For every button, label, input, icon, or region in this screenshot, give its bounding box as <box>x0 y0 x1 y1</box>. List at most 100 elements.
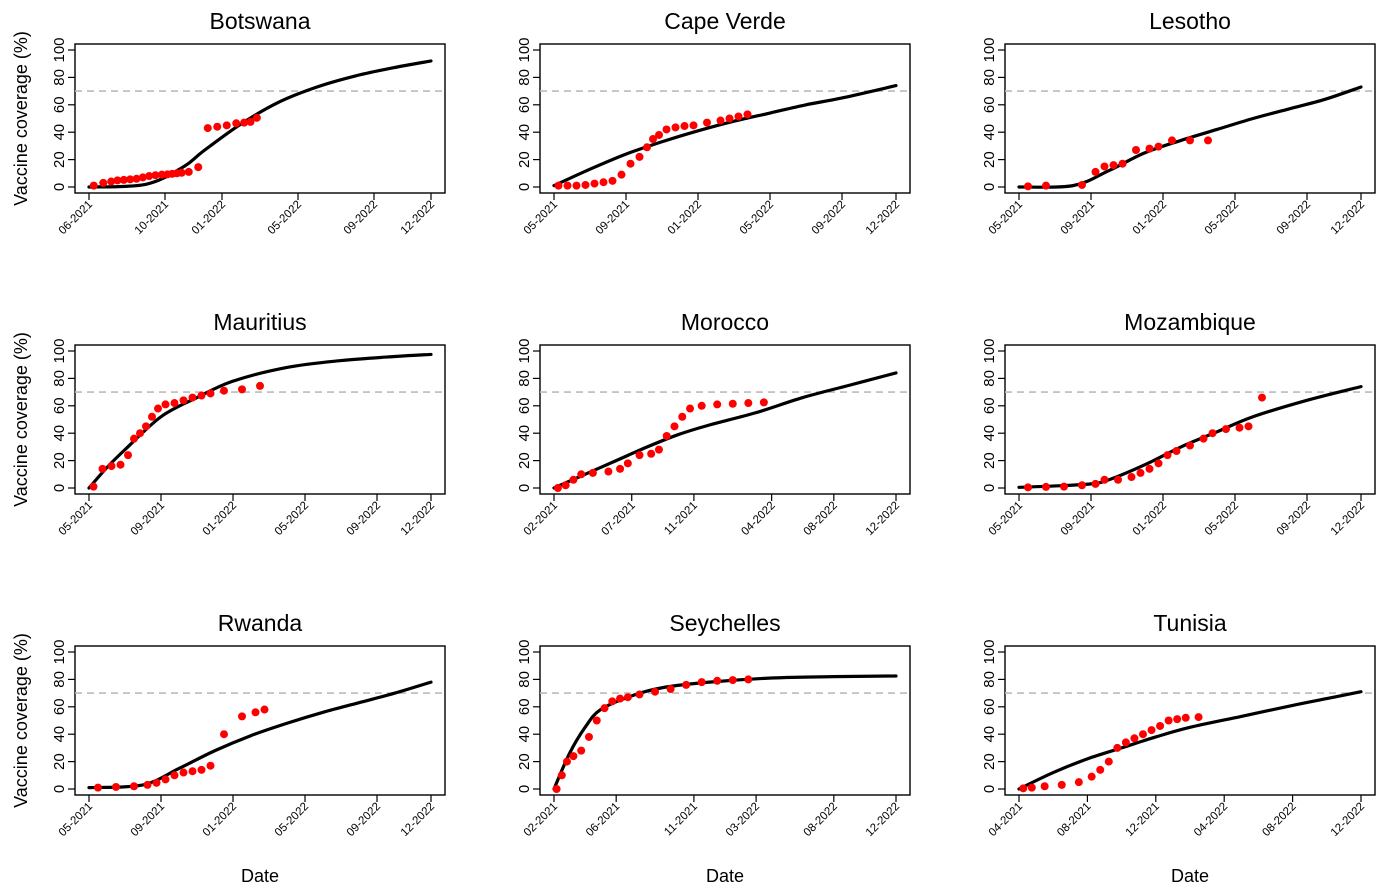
data-point <box>662 431 671 440</box>
fit-curve <box>552 371 898 490</box>
x-tick-label: 09-2022 <box>342 199 380 237</box>
x-tick-label: 09-2022 <box>345 500 383 538</box>
data-point <box>260 705 269 714</box>
y-tick-label: 100 <box>51 37 68 62</box>
x-tick-label: 05-2021 <box>987 500 1025 538</box>
y-tick-label: 20 <box>981 753 998 770</box>
data-point <box>1042 181 1050 190</box>
data-point <box>148 412 156 421</box>
data-point <box>151 171 160 180</box>
y-axis-label: Vaccine coverage (%) <box>11 633 31 808</box>
plot-frame <box>539 645 911 796</box>
data-point <box>1091 479 1100 488</box>
data-point <box>1145 144 1154 153</box>
data-point <box>94 783 102 792</box>
y-tick-label: 60 <box>981 397 998 414</box>
data-point <box>604 467 613 476</box>
data-point <box>572 181 581 190</box>
x-tick-label: 01-2022 <box>1131 199 1169 237</box>
y-tick-label: 100 <box>981 338 998 363</box>
data-point <box>584 732 593 741</box>
y-tick-label: 80 <box>516 370 533 387</box>
data-point <box>649 135 657 144</box>
data-point <box>179 396 188 405</box>
y-tick-label: 100 <box>51 639 68 664</box>
y-tick-label: 80 <box>981 671 998 688</box>
y-tick-label: 80 <box>51 370 68 387</box>
y-tick-label: 60 <box>51 698 68 715</box>
x-tick-label: 12-2022 <box>1329 199 1367 237</box>
y-tick-label: 0 <box>516 183 533 191</box>
data-point <box>647 449 656 458</box>
y-tick-label: 20 <box>516 452 533 469</box>
y-tick-label: 0 <box>51 484 68 492</box>
x-tick-label: 11-2021 <box>662 801 700 839</box>
y-tick-label: 40 <box>516 726 533 743</box>
y-tick-label: 40 <box>981 726 998 743</box>
x-axis-label: Date <box>1171 866 1209 885</box>
data-point <box>89 181 98 190</box>
data-point <box>1024 483 1032 492</box>
data-point <box>203 124 212 133</box>
x-tick-label: 09-2021 <box>129 801 167 839</box>
x-tick-label: 04-2022 <box>1192 801 1230 839</box>
data-point <box>143 780 152 789</box>
data-point <box>703 118 711 127</box>
data-point <box>671 123 680 132</box>
data-point <box>124 451 132 460</box>
chart-title: Seychelles <box>669 610 780 636</box>
data-point <box>130 434 138 443</box>
x-tick-label: 09-2021 <box>129 500 167 538</box>
data-point <box>197 765 206 774</box>
data-point <box>240 118 249 127</box>
x-tick-label: 08-2021 <box>1055 801 1093 839</box>
x-tick-label: 11-2021 <box>662 500 700 538</box>
data-point <box>177 168 186 177</box>
chart-title: Lesotho <box>1149 8 1231 34</box>
x-tick-label: 12-2022 <box>399 801 437 839</box>
data-point <box>1132 146 1140 155</box>
data-point <box>678 412 687 421</box>
x-tick-label: 08-2022 <box>802 500 840 538</box>
data-point <box>161 775 170 784</box>
data-point <box>554 181 563 190</box>
data-point <box>222 121 231 130</box>
data-point <box>654 445 663 454</box>
data-point <box>590 179 599 188</box>
data-point <box>136 429 144 438</box>
data-point <box>651 687 660 696</box>
y-tick-label: 60 <box>516 397 533 414</box>
data-point <box>213 122 222 131</box>
plot-frame <box>1004 645 1376 796</box>
data-point <box>188 767 197 776</box>
data-point <box>238 385 246 394</box>
y-tick-label: 0 <box>981 183 998 191</box>
data-point <box>1208 429 1217 438</box>
y-tick-label: 60 <box>516 698 533 715</box>
data-point <box>744 399 753 408</box>
chart-panel: Mauritius 0 20 40 60 80 100 05-2021 09-2021 01-20… <box>11 309 446 538</box>
data-point <box>725 114 734 123</box>
data-point <box>728 676 737 685</box>
data-point <box>1057 780 1066 789</box>
data-point <box>600 704 609 713</box>
x-tick-label: 02-2021 <box>522 801 560 839</box>
y-tick-label: 80 <box>51 69 68 86</box>
data-point <box>132 174 141 183</box>
y-tick-label: 40 <box>981 124 998 141</box>
x-tick-label: 05-2022 <box>273 801 311 839</box>
y-tick-label: 20 <box>516 151 533 168</box>
data-point <box>588 468 597 477</box>
data-point <box>682 680 691 689</box>
y-tick-label: 20 <box>981 452 998 469</box>
data-point <box>1181 713 1190 722</box>
data-point <box>1173 715 1182 724</box>
data-point <box>557 771 566 780</box>
data-point <box>1040 782 1049 791</box>
y-tick-label: 60 <box>51 397 68 414</box>
data-point <box>112 782 120 791</box>
y-tick-label: 0 <box>51 183 68 191</box>
y-tick-label: 100 <box>981 37 998 62</box>
chart-panel: Mozambique 0 20 40 60 80 100 05-2021 09-2021 01-2… <box>981 309 1376 538</box>
chart-panel: Tunisia 0 20 40 60 80 100 04-2021 08-2021 12-2021… <box>981 610 1376 885</box>
